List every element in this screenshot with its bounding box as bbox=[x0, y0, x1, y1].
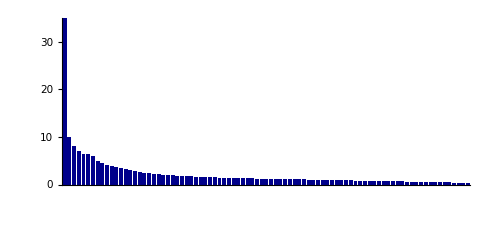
Bar bbox=[77, 151, 81, 184]
Bar bbox=[353, 180, 358, 184]
Bar bbox=[339, 180, 343, 184]
Bar bbox=[251, 178, 254, 184]
Bar bbox=[382, 181, 385, 184]
Bar bbox=[292, 179, 297, 184]
Bar bbox=[335, 180, 339, 184]
Bar bbox=[358, 181, 362, 184]
Bar bbox=[105, 165, 109, 184]
Bar bbox=[386, 181, 390, 184]
Bar bbox=[274, 179, 278, 184]
Bar bbox=[100, 163, 104, 184]
Bar bbox=[82, 154, 85, 184]
Bar bbox=[114, 167, 119, 184]
Bar bbox=[405, 182, 409, 184]
Bar bbox=[330, 180, 334, 184]
Bar bbox=[288, 179, 292, 184]
Bar bbox=[129, 170, 132, 184]
Bar bbox=[68, 137, 72, 184]
Bar bbox=[231, 178, 236, 184]
Bar bbox=[400, 181, 404, 184]
Bar bbox=[438, 182, 442, 184]
Bar bbox=[217, 178, 221, 184]
Bar bbox=[227, 178, 231, 184]
Bar bbox=[260, 179, 264, 184]
Bar bbox=[180, 176, 184, 184]
Bar bbox=[316, 180, 320, 184]
Bar bbox=[213, 178, 217, 184]
Bar bbox=[156, 174, 160, 184]
Bar bbox=[208, 177, 212, 184]
Bar bbox=[143, 173, 146, 184]
Bar bbox=[325, 180, 329, 184]
Bar bbox=[429, 182, 432, 184]
Bar bbox=[414, 182, 419, 184]
Bar bbox=[269, 179, 273, 184]
Bar bbox=[278, 179, 282, 184]
Bar bbox=[396, 181, 400, 184]
Bar bbox=[321, 180, 324, 184]
Bar bbox=[283, 179, 287, 184]
Bar bbox=[302, 180, 306, 184]
Bar bbox=[199, 177, 203, 184]
Bar bbox=[109, 166, 114, 184]
Bar bbox=[363, 181, 367, 184]
Bar bbox=[349, 180, 353, 184]
Bar bbox=[72, 146, 76, 184]
Bar bbox=[222, 178, 226, 184]
Bar bbox=[391, 181, 395, 184]
Bar bbox=[147, 173, 151, 184]
Bar bbox=[204, 177, 207, 184]
Bar bbox=[86, 154, 90, 184]
Bar bbox=[175, 176, 180, 184]
Bar bbox=[96, 161, 99, 184]
Bar bbox=[433, 182, 437, 184]
Bar bbox=[456, 183, 461, 184]
Bar bbox=[170, 176, 175, 184]
Bar bbox=[368, 181, 372, 184]
Bar bbox=[161, 175, 165, 184]
Bar bbox=[264, 179, 268, 184]
Bar bbox=[452, 182, 456, 184]
Bar bbox=[124, 169, 128, 184]
Bar bbox=[63, 13, 67, 184]
Bar bbox=[447, 182, 451, 184]
Bar bbox=[377, 181, 381, 184]
Bar bbox=[466, 183, 470, 184]
Bar bbox=[138, 172, 142, 184]
Bar bbox=[185, 176, 189, 184]
Bar bbox=[344, 180, 348, 184]
Bar bbox=[424, 182, 428, 184]
Bar bbox=[166, 175, 170, 184]
Bar bbox=[133, 171, 137, 184]
Bar bbox=[246, 178, 250, 184]
Bar bbox=[419, 182, 423, 184]
Bar bbox=[410, 182, 414, 184]
Bar bbox=[152, 173, 156, 184]
Bar bbox=[443, 182, 446, 184]
Bar bbox=[461, 183, 465, 184]
Bar bbox=[372, 181, 376, 184]
Bar bbox=[297, 179, 301, 184]
Bar bbox=[255, 178, 259, 184]
Bar bbox=[312, 180, 315, 184]
Bar bbox=[91, 156, 95, 184]
Bar bbox=[119, 168, 123, 184]
Bar bbox=[194, 177, 198, 184]
Bar bbox=[236, 178, 240, 184]
Bar bbox=[241, 178, 245, 184]
Bar bbox=[307, 180, 311, 184]
Bar bbox=[190, 176, 193, 184]
